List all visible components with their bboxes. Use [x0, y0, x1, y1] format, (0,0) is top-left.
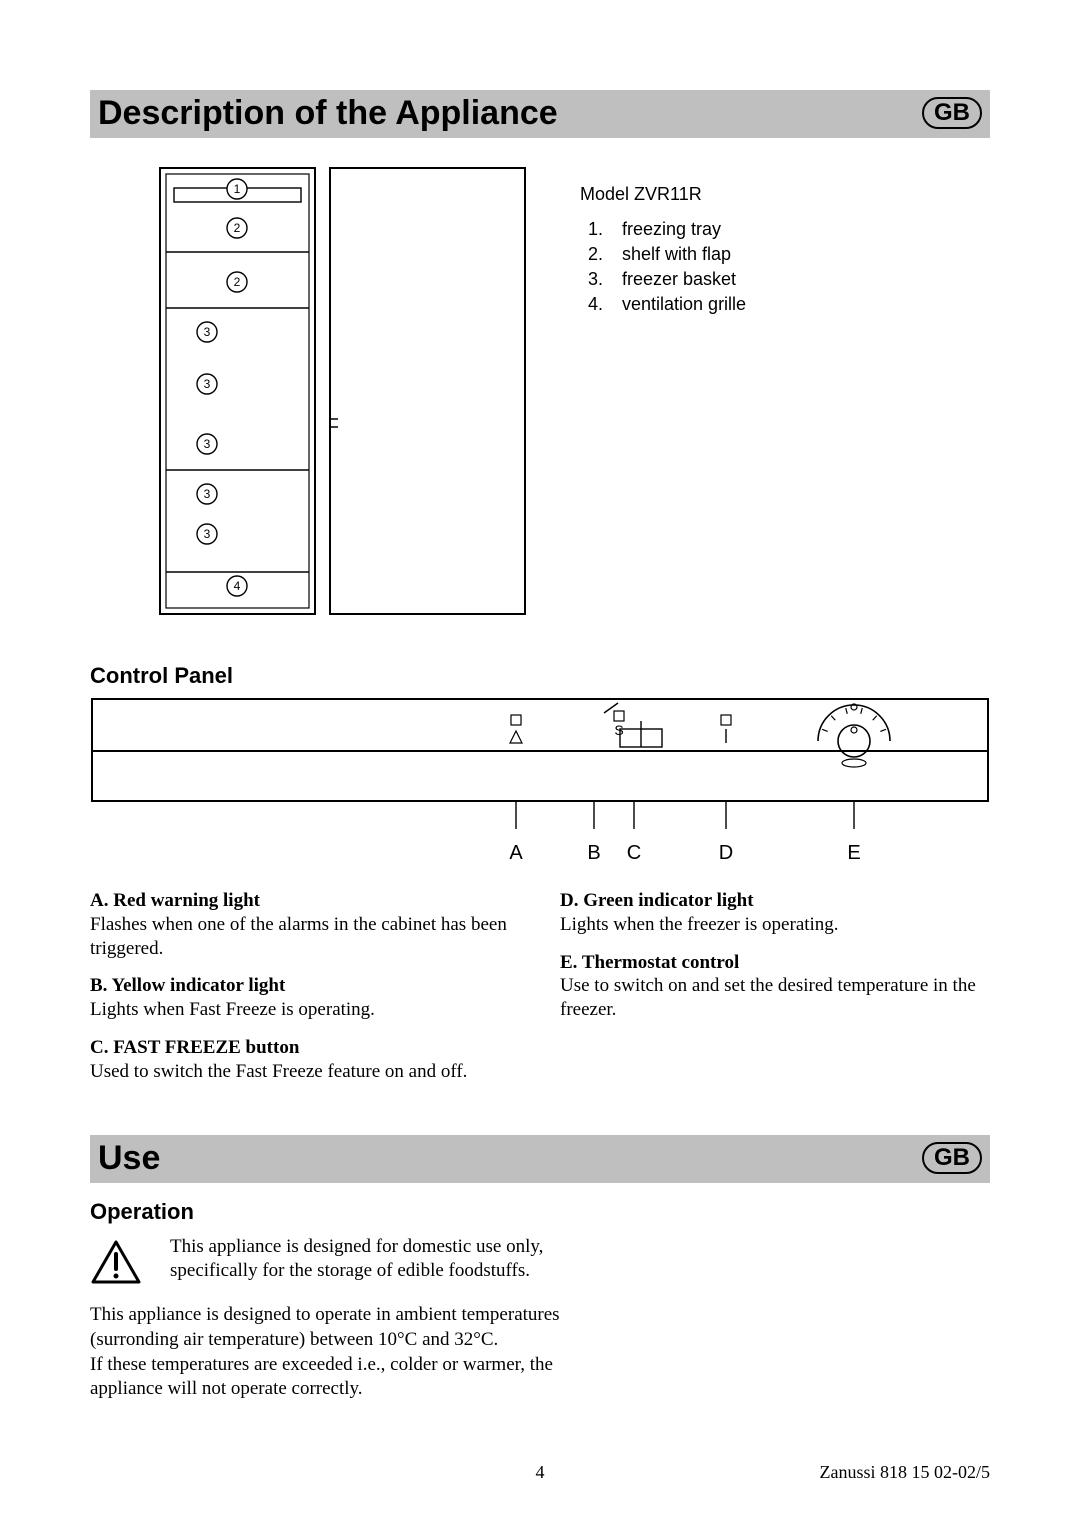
operation-heading: Operation: [90, 1199, 990, 1225]
section-banner-use: Use GB: [90, 1135, 990, 1183]
doc-reference: Zanussi 818 15 02-02/5: [690, 1462, 990, 1483]
svg-text:E: E: [847, 842, 860, 864]
section-title: Description of the Appliance: [98, 94, 558, 133]
control-panel-heading: Control Panel: [90, 663, 990, 689]
svg-text:3: 3: [204, 437, 211, 451]
svg-text:A: A: [509, 842, 523, 864]
svg-text:S: S: [614, 722, 623, 738]
warning-icon: [90, 1239, 142, 1285]
control-description: E. Thermostat controlUse to switch on an…: [560, 951, 990, 1022]
svg-text:2: 2: [234, 275, 241, 289]
descriptions-left: A. Red warning lightFlashes when one of …: [90, 889, 520, 1097]
country-badge: GB: [922, 1142, 982, 1174]
page-number: 4: [390, 1462, 690, 1483]
svg-text:1: 1: [234, 182, 241, 196]
appliance-overview: 1 2 2 3 3 3 3 3 4 Model ZVR11R freezing tray shel…: [90, 154, 990, 633]
section-title: Use: [98, 1139, 160, 1178]
svg-text:3: 3: [204, 527, 211, 541]
svg-text:4: 4: [234, 579, 241, 593]
svg-text:D: D: [719, 842, 733, 864]
control-description: C. FAST FREEZE buttonUsed to switch the …: [90, 1036, 520, 1084]
operation-body: This appliance is designed to operate in…: [90, 1303, 570, 1402]
svg-text:B: B: [587, 842, 600, 864]
parts-list-item: freezer basket: [608, 269, 990, 290]
control-description: B. Yellow indicator lightLights when Fas…: [90, 974, 520, 1022]
parts-list-item: freezing tray: [608, 219, 990, 240]
svg-text:2: 2: [234, 221, 241, 235]
control-description: A. Red warning lightFlashes when one of …: [90, 889, 520, 960]
warning-block: This appliance is designed for domestic …: [90, 1235, 570, 1285]
control-panel-diagram: A B S C D E: [90, 697, 990, 877]
page-footer: 4 Zanussi 818 15 02-02/5: [90, 1462, 990, 1483]
svg-text:3: 3: [204, 487, 211, 501]
section-banner-description: Description of the Appliance GB: [90, 90, 990, 138]
parts-list-item: shelf with flap: [608, 244, 990, 265]
operation-body-2: If these temperatures are exceeded i.e.,…: [90, 1354, 553, 1400]
appliance-svg: 1 2 2 3 3 3 3 3 4: [90, 154, 538, 628]
parts-list-item: ventilation grille: [608, 294, 990, 315]
appliance-description: Model ZVR11R freezing tray shelf with fla…: [580, 154, 990, 633]
svg-text:3: 3: [204, 325, 211, 339]
parts-list: freezing tray shelf with flap freezer bask…: [580, 219, 990, 315]
descriptions-right: D. Green indicator lightLights when the …: [560, 889, 990, 1097]
model-label: Model ZVR11R: [580, 184, 990, 205]
control-description: D. Green indicator lightLights when the …: [560, 889, 990, 937]
appliance-diagram: 1 2 2 3 3 3 3 3 4: [90, 154, 538, 633]
svg-text:3: 3: [204, 377, 211, 391]
country-badge: GB: [922, 97, 982, 129]
control-descriptions: A. Red warning lightFlashes when one of …: [90, 889, 990, 1097]
warning-text: This appliance is designed for domestic …: [170, 1235, 570, 1283]
operation-body-1: This appliance is designed to operate in…: [90, 1304, 560, 1350]
svg-text:C: C: [627, 842, 641, 864]
